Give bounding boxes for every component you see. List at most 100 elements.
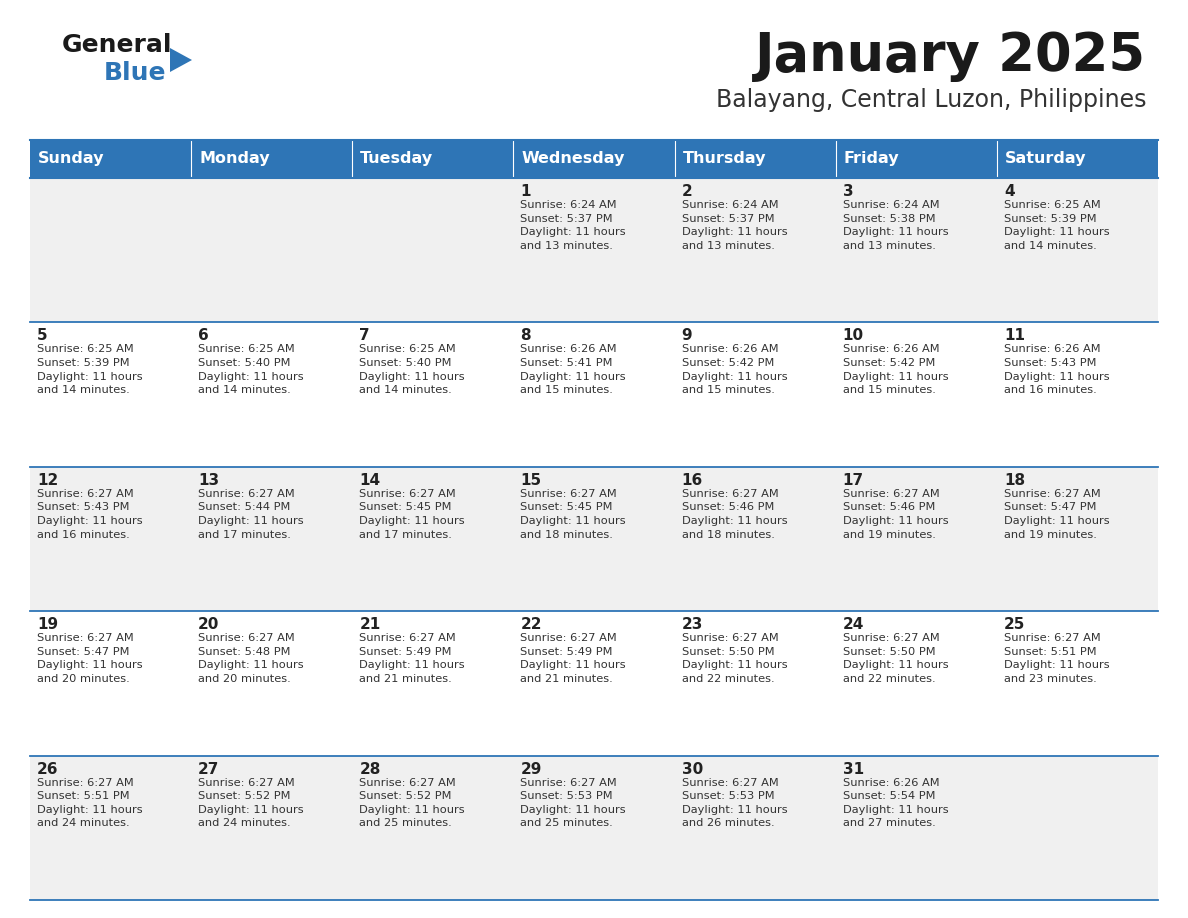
Bar: [835, 322, 997, 466]
Bar: [997, 466, 1158, 611]
Text: Balayang, Central Luzon, Philippines: Balayang, Central Luzon, Philippines: [715, 88, 1146, 112]
Text: 20: 20: [198, 617, 220, 633]
Bar: [997, 611, 1158, 756]
Bar: [997, 322, 1158, 466]
Text: 3: 3: [842, 184, 853, 199]
Text: Sunrise: 6:27 AM
Sunset: 5:49 PM
Daylight: 11 hours
and 21 minutes.: Sunrise: 6:27 AM Sunset: 5:49 PM Dayligh…: [520, 633, 626, 684]
Bar: [191, 178, 353, 322]
Text: Wednesday: Wednesday: [522, 151, 625, 166]
Text: January 2025: January 2025: [756, 30, 1146, 82]
Bar: [835, 140, 997, 178]
Text: General: General: [62, 33, 172, 57]
Text: Sunday: Sunday: [38, 151, 105, 166]
Text: Sunrise: 6:27 AM
Sunset: 5:45 PM
Daylight: 11 hours
and 17 minutes.: Sunrise: 6:27 AM Sunset: 5:45 PM Dayligh…: [359, 488, 465, 540]
Text: 23: 23: [682, 617, 703, 633]
Bar: [513, 178, 675, 322]
Text: Friday: Friday: [843, 151, 899, 166]
Text: 7: 7: [359, 329, 369, 343]
Bar: [513, 322, 675, 466]
Bar: [191, 466, 353, 611]
Text: Sunrise: 6:25 AM
Sunset: 5:40 PM
Daylight: 11 hours
and 14 minutes.: Sunrise: 6:25 AM Sunset: 5:40 PM Dayligh…: [198, 344, 304, 396]
Bar: [997, 140, 1158, 178]
Bar: [997, 178, 1158, 322]
Bar: [191, 322, 353, 466]
Bar: [835, 466, 997, 611]
Text: 21: 21: [359, 617, 380, 633]
Text: Sunrise: 6:27 AM
Sunset: 5:50 PM
Daylight: 11 hours
and 22 minutes.: Sunrise: 6:27 AM Sunset: 5:50 PM Dayligh…: [682, 633, 788, 684]
Bar: [835, 756, 997, 900]
Text: 25: 25: [1004, 617, 1025, 633]
Bar: [353, 756, 513, 900]
Bar: [30, 322, 191, 466]
Text: Sunrise: 6:27 AM
Sunset: 5:50 PM
Daylight: 11 hours
and 22 minutes.: Sunrise: 6:27 AM Sunset: 5:50 PM Dayligh…: [842, 633, 948, 684]
Text: 17: 17: [842, 473, 864, 487]
Text: 12: 12: [37, 473, 58, 487]
Text: Sunrise: 6:27 AM
Sunset: 5:52 PM
Daylight: 11 hours
and 25 minutes.: Sunrise: 6:27 AM Sunset: 5:52 PM Dayligh…: [359, 778, 465, 828]
Text: 18: 18: [1004, 473, 1025, 487]
Bar: [353, 140, 513, 178]
Text: 19: 19: [37, 617, 58, 633]
Text: 2: 2: [682, 184, 693, 199]
Bar: [675, 140, 835, 178]
Polygon shape: [170, 48, 192, 72]
Bar: [675, 756, 835, 900]
Text: 6: 6: [198, 329, 209, 343]
Text: Sunrise: 6:27 AM
Sunset: 5:51 PM
Daylight: 11 hours
and 24 minutes.: Sunrise: 6:27 AM Sunset: 5:51 PM Dayligh…: [37, 778, 143, 828]
Bar: [675, 322, 835, 466]
Text: Blue: Blue: [105, 61, 166, 85]
Text: Sunrise: 6:27 AM
Sunset: 5:48 PM
Daylight: 11 hours
and 20 minutes.: Sunrise: 6:27 AM Sunset: 5:48 PM Dayligh…: [198, 633, 304, 684]
Bar: [997, 756, 1158, 900]
Text: 31: 31: [842, 762, 864, 777]
Bar: [191, 611, 353, 756]
Bar: [353, 611, 513, 756]
Text: Sunrise: 6:24 AM
Sunset: 5:37 PM
Daylight: 11 hours
and 13 minutes.: Sunrise: 6:24 AM Sunset: 5:37 PM Dayligh…: [520, 200, 626, 251]
Bar: [191, 756, 353, 900]
Text: Sunrise: 6:26 AM
Sunset: 5:42 PM
Daylight: 11 hours
and 15 minutes.: Sunrise: 6:26 AM Sunset: 5:42 PM Dayligh…: [842, 344, 948, 396]
Bar: [30, 178, 191, 322]
Bar: [675, 611, 835, 756]
Text: 13: 13: [198, 473, 220, 487]
Bar: [513, 466, 675, 611]
Text: 9: 9: [682, 329, 693, 343]
Text: 15: 15: [520, 473, 542, 487]
Bar: [30, 466, 191, 611]
Bar: [675, 466, 835, 611]
Text: Sunrise: 6:27 AM
Sunset: 5:53 PM
Daylight: 11 hours
and 25 minutes.: Sunrise: 6:27 AM Sunset: 5:53 PM Dayligh…: [520, 778, 626, 828]
Text: Sunrise: 6:26 AM
Sunset: 5:43 PM
Daylight: 11 hours
and 16 minutes.: Sunrise: 6:26 AM Sunset: 5:43 PM Dayligh…: [1004, 344, 1110, 396]
Text: 24: 24: [842, 617, 864, 633]
Text: 30: 30: [682, 762, 703, 777]
Text: Sunrise: 6:27 AM
Sunset: 5:49 PM
Daylight: 11 hours
and 21 minutes.: Sunrise: 6:27 AM Sunset: 5:49 PM Dayligh…: [359, 633, 465, 684]
Text: Sunrise: 6:27 AM
Sunset: 5:43 PM
Daylight: 11 hours
and 16 minutes.: Sunrise: 6:27 AM Sunset: 5:43 PM Dayligh…: [37, 488, 143, 540]
Text: Sunrise: 6:27 AM
Sunset: 5:52 PM
Daylight: 11 hours
and 24 minutes.: Sunrise: 6:27 AM Sunset: 5:52 PM Dayligh…: [198, 778, 304, 828]
Text: Sunrise: 6:27 AM
Sunset: 5:46 PM
Daylight: 11 hours
and 18 minutes.: Sunrise: 6:27 AM Sunset: 5:46 PM Dayligh…: [682, 488, 788, 540]
Text: Sunrise: 6:27 AM
Sunset: 5:45 PM
Daylight: 11 hours
and 18 minutes.: Sunrise: 6:27 AM Sunset: 5:45 PM Dayligh…: [520, 488, 626, 540]
Bar: [30, 140, 191, 178]
Bar: [835, 611, 997, 756]
Text: 10: 10: [842, 329, 864, 343]
Text: Sunrise: 6:27 AM
Sunset: 5:46 PM
Daylight: 11 hours
and 19 minutes.: Sunrise: 6:27 AM Sunset: 5:46 PM Dayligh…: [842, 488, 948, 540]
Text: Sunrise: 6:26 AM
Sunset: 5:54 PM
Daylight: 11 hours
and 27 minutes.: Sunrise: 6:26 AM Sunset: 5:54 PM Dayligh…: [842, 778, 948, 828]
Text: Thursday: Thursday: [683, 151, 766, 166]
Bar: [353, 466, 513, 611]
Text: 4: 4: [1004, 184, 1015, 199]
Text: Sunrise: 6:26 AM
Sunset: 5:42 PM
Daylight: 11 hours
and 15 minutes.: Sunrise: 6:26 AM Sunset: 5:42 PM Dayligh…: [682, 344, 788, 396]
Text: 5: 5: [37, 329, 48, 343]
Text: Sunrise: 6:27 AM
Sunset: 5:47 PM
Daylight: 11 hours
and 19 minutes.: Sunrise: 6:27 AM Sunset: 5:47 PM Dayligh…: [1004, 488, 1110, 540]
Text: 14: 14: [359, 473, 380, 487]
Text: Tuesday: Tuesday: [360, 151, 434, 166]
Text: Monday: Monday: [200, 151, 270, 166]
Text: Sunrise: 6:24 AM
Sunset: 5:37 PM
Daylight: 11 hours
and 13 minutes.: Sunrise: 6:24 AM Sunset: 5:37 PM Dayligh…: [682, 200, 788, 251]
Text: Sunrise: 6:25 AM
Sunset: 5:40 PM
Daylight: 11 hours
and 14 minutes.: Sunrise: 6:25 AM Sunset: 5:40 PM Dayligh…: [359, 344, 465, 396]
Text: Sunrise: 6:27 AM
Sunset: 5:44 PM
Daylight: 11 hours
and 17 minutes.: Sunrise: 6:27 AM Sunset: 5:44 PM Dayligh…: [198, 488, 304, 540]
Text: Sunrise: 6:25 AM
Sunset: 5:39 PM
Daylight: 11 hours
and 14 minutes.: Sunrise: 6:25 AM Sunset: 5:39 PM Dayligh…: [1004, 200, 1110, 251]
Text: 27: 27: [198, 762, 220, 777]
Text: 26: 26: [37, 762, 58, 777]
Text: 8: 8: [520, 329, 531, 343]
Bar: [191, 140, 353, 178]
Text: 22: 22: [520, 617, 542, 633]
Text: Sunrise: 6:27 AM
Sunset: 5:53 PM
Daylight: 11 hours
and 26 minutes.: Sunrise: 6:27 AM Sunset: 5:53 PM Dayligh…: [682, 778, 788, 828]
Bar: [30, 611, 191, 756]
Text: 16: 16: [682, 473, 703, 487]
Bar: [513, 756, 675, 900]
Bar: [835, 178, 997, 322]
